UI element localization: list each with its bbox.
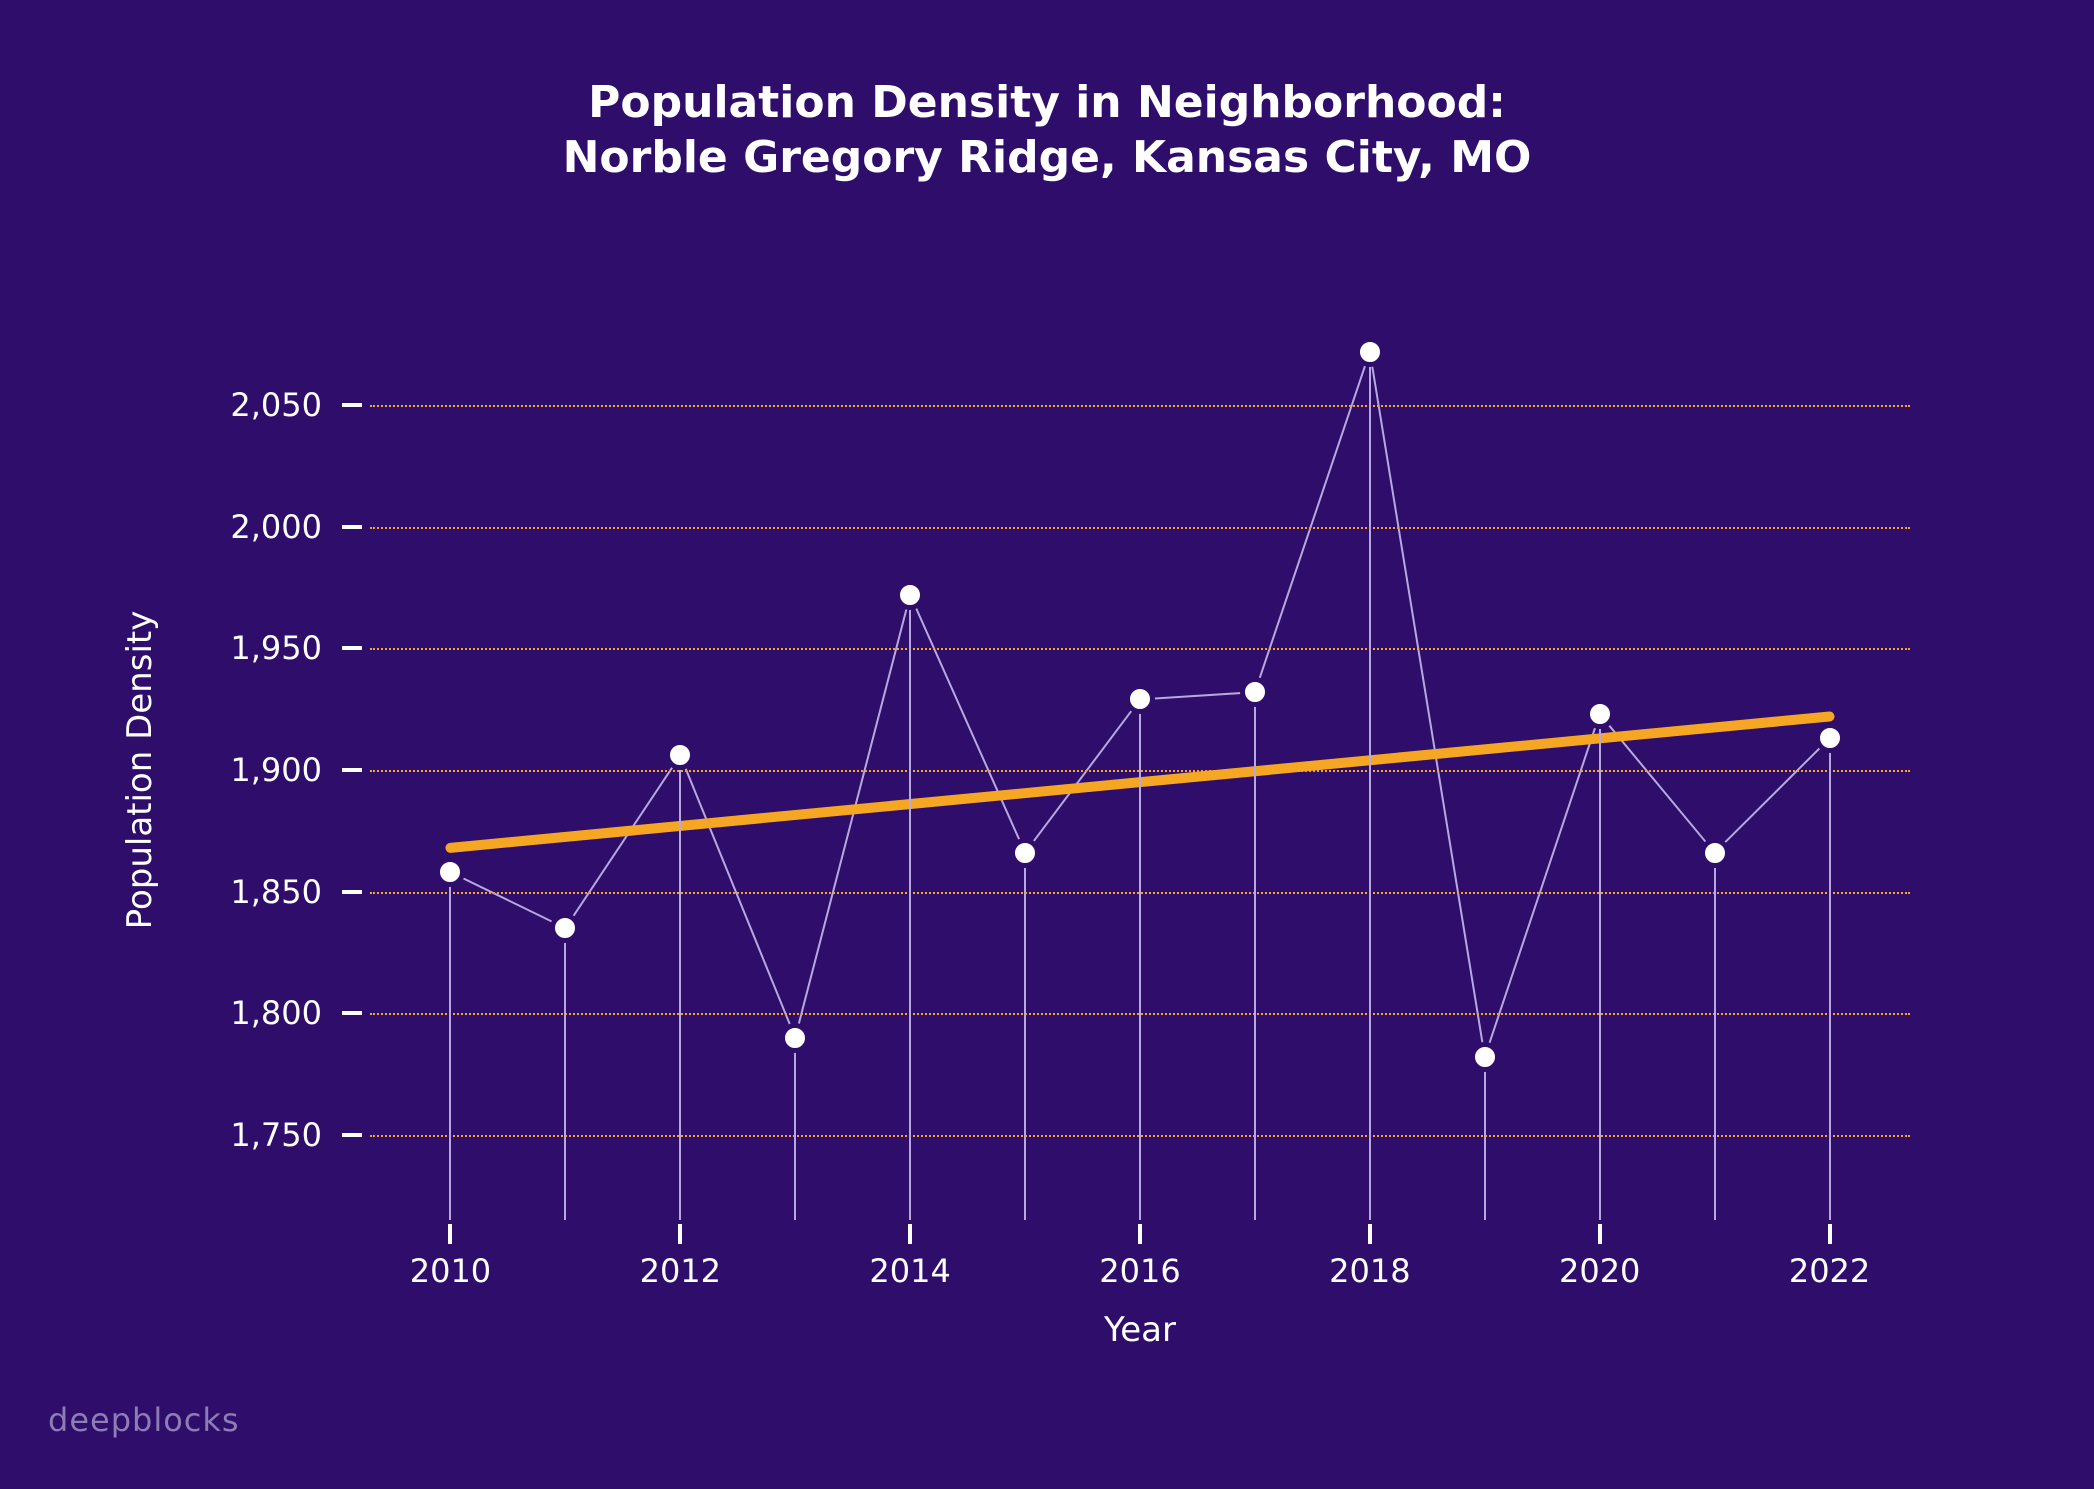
data-marker (895, 580, 925, 610)
grid-line (370, 405, 1910, 407)
stem (1599, 714, 1601, 1220)
stem (794, 1038, 796, 1220)
x-tick-label: 2018 (1329, 1252, 1410, 1290)
data-marker (550, 913, 580, 943)
x-axis-label: Year (1104, 1310, 1176, 1350)
data-marker (1240, 677, 1270, 707)
stem (564, 928, 566, 1220)
y-tick-mark (342, 1133, 362, 1137)
stem (1024, 853, 1026, 1220)
y-tick-mark (342, 646, 362, 650)
x-tick-label: 2016 (1099, 1252, 1180, 1290)
data-marker (1815, 723, 1845, 753)
x-tick-label: 2010 (410, 1252, 491, 1290)
x-tick-mark (1598, 1224, 1602, 1244)
y-tick-mark (342, 1011, 362, 1015)
data-marker (435, 857, 465, 887)
data-marker (780, 1023, 810, 1053)
y-axis-label: Population Density (120, 611, 160, 930)
x-tick-mark (1368, 1224, 1372, 1244)
x-tick-mark (1828, 1224, 1832, 1244)
stem (1369, 352, 1371, 1220)
grid-line (370, 648, 1910, 650)
watermark: deepblocks (48, 1401, 240, 1439)
x-tick-label: 2020 (1559, 1252, 1640, 1290)
stem (909, 595, 911, 1220)
title-line-1: Population Density in Neighborhood: (588, 77, 1506, 128)
data-marker (1470, 1042, 1500, 1072)
x-tick-mark (678, 1224, 682, 1244)
x-tick-label: 2022 (1789, 1252, 1870, 1290)
grid-line (370, 527, 1910, 529)
plot-area (370, 320, 1910, 1220)
x-tick-label: 2014 (869, 1252, 950, 1290)
data-marker (665, 740, 695, 770)
y-tick-mark (342, 890, 362, 894)
stem (1484, 1057, 1486, 1220)
x-tick-label: 2012 (640, 1252, 721, 1290)
data-marker (1355, 337, 1385, 367)
y-tick-mark (342, 403, 362, 407)
x-tick-mark (908, 1224, 912, 1244)
stem (1714, 853, 1716, 1220)
stem (1254, 692, 1256, 1220)
stem (679, 755, 681, 1220)
data-marker (1010, 838, 1040, 868)
x-tick-mark (1138, 1224, 1142, 1244)
stem (449, 872, 451, 1220)
title-line-2: Norble Gregory Ridge, Kansas City, MO (563, 132, 1532, 183)
y-tick-mark (342, 768, 362, 772)
stem (1139, 699, 1141, 1220)
y-tick-mark (342, 525, 362, 529)
data-marker (1700, 838, 1730, 868)
stem (1829, 738, 1831, 1220)
data-marker (1125, 684, 1155, 714)
x-tick-mark (448, 1224, 452, 1244)
data-marker (1585, 699, 1615, 729)
chart-title: Population Density in Neighborhood: Norb… (0, 75, 2094, 185)
